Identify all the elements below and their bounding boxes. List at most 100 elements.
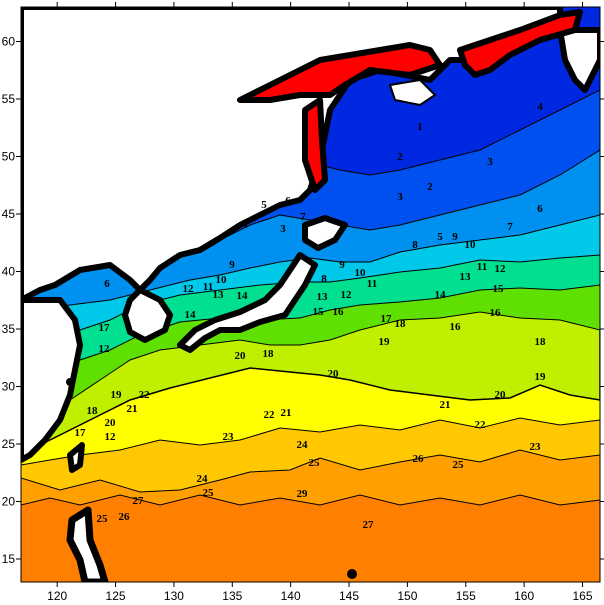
x-tick-label: 160 [514, 589, 534, 603]
contour-label: 21 [127, 403, 138, 415]
contour-label: 9 [452, 231, 458, 243]
contour-label: 12 [495, 263, 507, 275]
contour-label: 3 [280, 223, 286, 235]
island-okhotsk [388, 78, 437, 107]
contour-label: 18 [263, 348, 275, 360]
contour-label: 12 [99, 343, 111, 355]
contour-label: 2 [427, 181, 433, 193]
contour-label: 14 [435, 289, 447, 301]
contour-label: 9 [229, 259, 235, 271]
land-japan [177, 252, 318, 353]
contour-label: 17 [75, 427, 87, 439]
contour-label: 8 [321, 273, 327, 285]
y-tick-label: 45 [2, 207, 16, 221]
contour-label: 20 [328, 368, 340, 380]
contour-label: 10 [355, 267, 367, 279]
contour-label: 12 [105, 431, 117, 443]
contour-label: 16 [450, 321, 462, 333]
y-tick-label: 55 [2, 92, 16, 106]
contour-label: 1 [417, 121, 423, 133]
contour-label: 12 [183, 283, 195, 295]
contour-label: 22 [264, 409, 276, 421]
contour-label: 25 [453, 459, 465, 471]
contour-label: 20 [235, 350, 247, 362]
contour-label: 13 [213, 289, 225, 301]
x-tick-label: 135 [222, 589, 242, 603]
contour-label: 3 [487, 156, 493, 168]
x-tick-label: 155 [456, 589, 476, 603]
contour-label: 19 [379, 336, 391, 348]
land-taiwan [67, 442, 85, 473]
contour-label: 11 [203, 281, 213, 293]
land-china-coast [21, 297, 83, 463]
contour-label: 6 [537, 203, 543, 215]
land-philippines [66, 506, 109, 582]
contour-label: 18 [395, 318, 407, 330]
contour-label: 26 [119, 511, 131, 523]
contour-label: 11 [477, 261, 487, 273]
contour-label: 23 [530, 441, 542, 453]
x-tick-label: 120 [47, 589, 67, 603]
x-tick-label: 150 [397, 589, 417, 603]
contour-label: 17 [99, 322, 111, 334]
contour-label: 15 [493, 283, 505, 295]
contour-label: 6 [104, 278, 110, 290]
contour-label: 14 [185, 309, 197, 321]
contour-label: 19 [535, 371, 547, 383]
contour-label: 25 [203, 487, 215, 499]
masked-land-siberia [237, 42, 443, 103]
island-marker [66, 378, 74, 386]
contour-label: 9 [339, 259, 345, 271]
x-tick-label: 130 [164, 589, 184, 603]
contour-label: 18 [535, 336, 547, 348]
contour-label: 12 [341, 289, 353, 301]
contour-label: 7 [507, 221, 513, 233]
masked-land-sakhalin [302, 97, 328, 193]
contour-label: 27 [133, 495, 145, 507]
contour-label: 27 [363, 519, 375, 531]
y-tick-label: 50 [2, 150, 16, 164]
contour-label: 24 [197, 473, 209, 485]
contour-label: 25 [97, 513, 109, 525]
contour-label: 18 [87, 405, 99, 417]
land-asia [21, 7, 563, 303]
contour-label: 14 [237, 290, 249, 302]
island-marker [347, 569, 357, 579]
x-tick-label: 125 [106, 589, 126, 603]
contour-label: 4 [537, 101, 543, 113]
contour-label: 10 [465, 239, 477, 251]
y-tick-label: 25 [2, 437, 16, 451]
y-tick-label: 35 [2, 322, 16, 336]
contour-label: 22 [139, 389, 151, 401]
contour-label: 11 [367, 278, 377, 290]
contour-label: 26 [413, 453, 425, 465]
contour-label: 5 [261, 199, 267, 211]
y-tick-label: 15 [2, 552, 16, 566]
x-tick-label: 165 [572, 589, 592, 603]
y-tick-label: 30 [2, 380, 16, 394]
land-korea [122, 287, 173, 343]
y-tick-label: 40 [2, 265, 16, 279]
contour-label: 5 [437, 231, 443, 243]
contour-label: 19 [111, 389, 123, 401]
contour-label: 21 [281, 407, 292, 419]
contour-label: 24 [297, 439, 309, 451]
y-tick-label: 20 [2, 495, 16, 509]
land-kamchatka [557, 27, 600, 93]
contour-label: 2 [397, 151, 403, 163]
contour-label: 7 [300, 211, 306, 223]
contour-label: 20 [495, 389, 507, 401]
contour-label: 6 [285, 195, 291, 207]
contour-label: 15 [313, 306, 325, 318]
land-hokkaido [302, 215, 348, 251]
plot-frame [20, 6, 601, 583]
contour-label: 29 [297, 488, 309, 500]
x-tick-label: 145 [339, 589, 359, 603]
contour-label: 17 [381, 313, 393, 325]
contour-label: 20 [105, 417, 117, 429]
contour-label: 4 [242, 219, 248, 231]
